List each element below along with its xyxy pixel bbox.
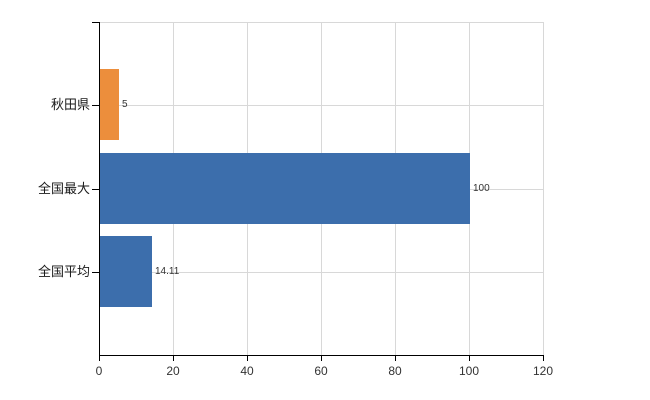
x-tick [543, 356, 544, 361]
bar [100, 153, 470, 224]
category-label: 秋田県 [50, 97, 90, 112]
y-tick [92, 189, 99, 190]
bar [100, 69, 119, 140]
x-tick-label: 0 [95, 364, 103, 378]
category-label: 全国平均 [37, 264, 90, 279]
x-tick [469, 356, 470, 361]
y-tick [92, 105, 99, 106]
bar-value-label: 100 [473, 183, 490, 194]
gridline-vertical [543, 22, 544, 355]
bar-value-label: 5 [122, 99, 128, 110]
y-axis-edge-tick [92, 22, 99, 23]
x-tick [173, 356, 174, 361]
gridline-horizontal [100, 105, 544, 106]
gridline-horizontal [100, 272, 544, 273]
y-axis-line [99, 22, 100, 356]
x-tick [247, 356, 248, 361]
x-axis-line [99, 355, 544, 356]
x-tick-label: 120 [532, 364, 554, 378]
x-tick-label: 80 [388, 364, 402, 378]
category-label: 全国最大 [37, 181, 90, 196]
x-tick [99, 356, 100, 361]
y-tick [92, 272, 99, 273]
bar-value-label: 14.11 [155, 266, 180, 277]
x-tick [321, 356, 322, 361]
x-tick-label: 60 [314, 364, 328, 378]
x-tick-label: 100 [458, 364, 480, 378]
x-tick [395, 356, 396, 361]
bar [100, 236, 152, 307]
x-tick-label: 40 [240, 364, 254, 378]
x-tick-label: 20 [166, 364, 180, 378]
